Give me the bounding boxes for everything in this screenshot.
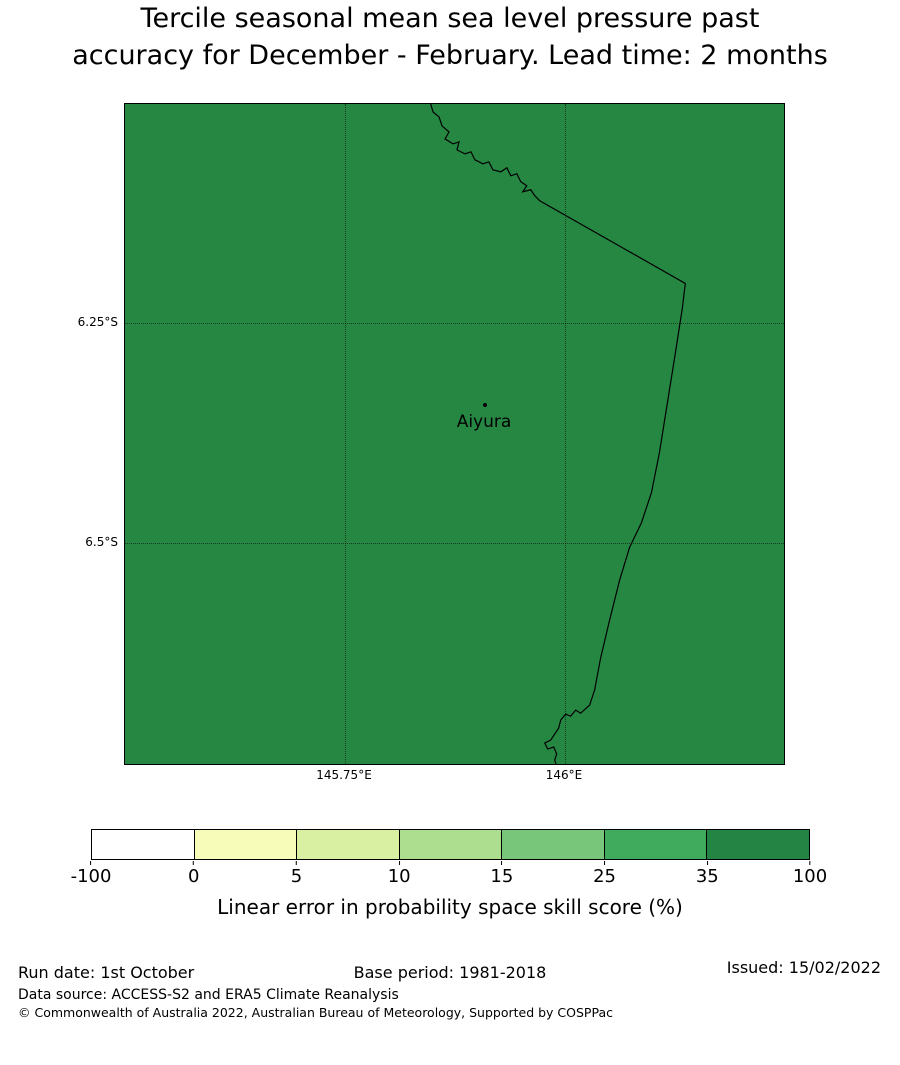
gridline-lat-6-25s: [125, 323, 784, 324]
colorbar-tick-label: 15: [490, 861, 513, 887]
colorbar-segment: [398, 830, 502, 859]
colorbar-tick-label: 0: [188, 861, 199, 887]
gridline-lon-146e: [565, 104, 566, 764]
issued-date-text: Issued: 15/02/2022: [726, 958, 881, 977]
colorbar-tick-label: -100: [71, 861, 112, 887]
y-tick-6-5s: 6.5°S: [85, 535, 118, 549]
colorbar: [91, 829, 810, 860]
run-date-text: Run date: 1st October: [18, 963, 195, 982]
station-marker: [483, 403, 487, 407]
map-area: Aiyura: [124, 103, 785, 765]
colorbar-ticks: -100 0 5 10 15 25 35 100: [71, 861, 828, 887]
colorbar-segment: [296, 830, 399, 859]
colorbar-label: Linear error in probability space skill …: [217, 895, 683, 919]
colorbar-segment: [501, 830, 604, 859]
gridline-lon-145-75e: [345, 104, 346, 764]
station-label: Aiyura: [456, 412, 512, 432]
title-line-1: Tercile seasonal mean sea level pressure…: [140, 3, 760, 34]
title-line-2: accuracy for December - February. Lead t…: [72, 40, 828, 71]
colorbar-segment: [603, 830, 707, 859]
copyright-text: © Commonwealth of Australia 2022, Austra…: [18, 1005, 613, 1020]
coastline: [430, 104, 686, 764]
colorbar-tick-label: 5: [291, 861, 302, 887]
figure-title: Tercile seasonal mean sea level pressure…: [0, 0, 900, 74]
colorbar-tick-label: 100: [793, 861, 827, 887]
colorbar-tick-label: 25: [593, 861, 616, 887]
colorbar-segment: [92, 830, 194, 859]
x-tick-145-75e: 145.75°E: [316, 768, 372, 782]
gridline-lat-6-5s: [125, 543, 784, 544]
colorbar-tick-label: 35: [696, 861, 719, 887]
colorbar-segment: [193, 830, 297, 859]
data-source-text: Data source: ACCESS-S2 and ERA5 Climate …: [18, 987, 399, 1003]
colorbar-tick-label: 10: [388, 861, 411, 887]
colorbar-segment: [706, 830, 810, 859]
base-period-text: Base period: 1981-2018: [353, 963, 547, 982]
x-tick-146e: 146°E: [545, 768, 583, 782]
y-tick-6-25s: 6.25°S: [77, 315, 118, 329]
